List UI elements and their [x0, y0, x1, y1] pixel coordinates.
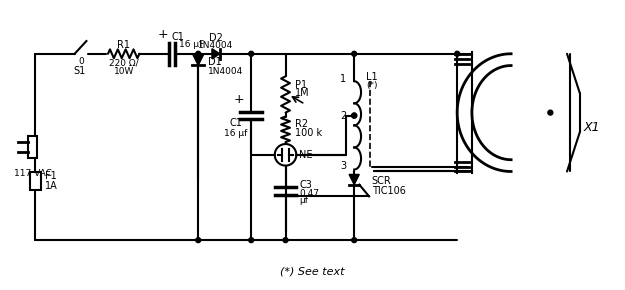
Circle shape — [283, 238, 288, 243]
Text: +: + — [158, 28, 168, 41]
Text: (*) See text: (*) See text — [280, 267, 344, 277]
Text: 220 Ω/: 220 Ω/ — [109, 58, 139, 67]
Text: 100 k: 100 k — [296, 128, 322, 138]
Text: 0: 0 — [79, 57, 84, 66]
Text: X1: X1 — [584, 121, 601, 134]
Text: (*): (*) — [366, 81, 378, 90]
Circle shape — [352, 113, 357, 118]
Text: D2: D2 — [209, 33, 223, 43]
Circle shape — [352, 238, 357, 243]
Text: 10W: 10W — [114, 67, 134, 76]
Text: 1N4004: 1N4004 — [208, 67, 243, 76]
Text: 1M: 1M — [296, 88, 310, 97]
Text: 3: 3 — [340, 161, 346, 171]
Text: 0.47: 0.47 — [299, 188, 319, 197]
Text: S1: S1 — [73, 66, 86, 77]
Text: TIC106: TIC106 — [372, 186, 406, 196]
Text: R1: R1 — [118, 40, 130, 50]
Circle shape — [352, 113, 357, 118]
Polygon shape — [349, 174, 359, 185]
Circle shape — [249, 51, 254, 56]
Circle shape — [196, 238, 201, 243]
Polygon shape — [192, 54, 204, 65]
Text: R2: R2 — [296, 119, 309, 129]
Text: +: + — [234, 93, 244, 106]
Text: μf: μf — [299, 196, 308, 205]
Text: D1: D1 — [208, 57, 222, 67]
Text: 16 μF: 16 μF — [179, 40, 204, 50]
Circle shape — [352, 51, 357, 56]
Circle shape — [455, 51, 459, 56]
Text: 1N4004: 1N4004 — [198, 41, 234, 50]
Circle shape — [548, 110, 552, 115]
Text: C3: C3 — [299, 180, 312, 190]
Text: P1: P1 — [296, 80, 308, 90]
Text: 2: 2 — [340, 110, 346, 121]
Text: NE: NE — [299, 150, 312, 160]
Text: 1A: 1A — [45, 181, 58, 191]
Text: F1: F1 — [45, 171, 57, 181]
Text: 1: 1 — [340, 74, 346, 84]
Text: C1: C1 — [229, 118, 242, 128]
Text: C1: C1 — [172, 32, 184, 42]
Circle shape — [249, 238, 254, 243]
Circle shape — [196, 51, 201, 56]
Text: 117 VAC: 117 VAC — [14, 168, 52, 177]
Polygon shape — [212, 49, 220, 59]
Text: SCR: SCR — [372, 176, 392, 186]
Text: L1: L1 — [366, 72, 378, 82]
Text: 16 μf: 16 μf — [224, 129, 248, 138]
